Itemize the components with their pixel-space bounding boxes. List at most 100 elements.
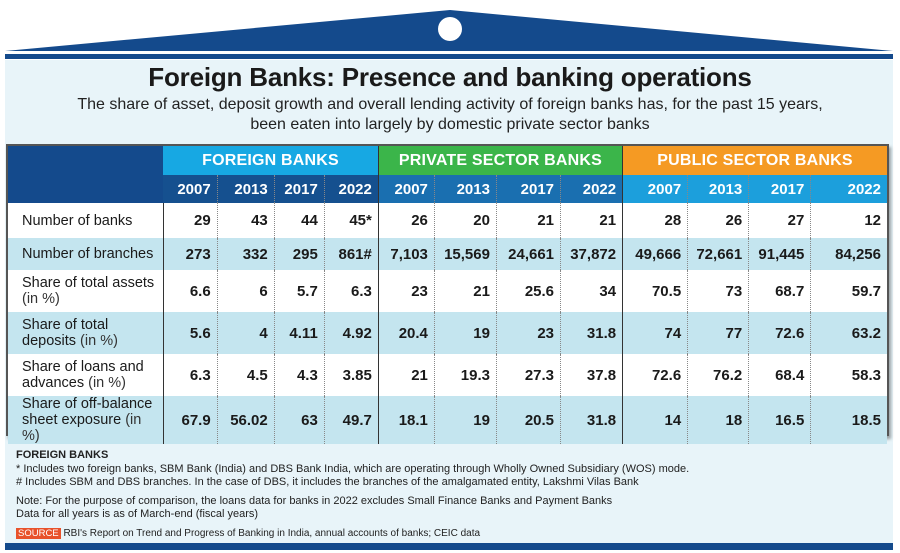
- cell-private-2013: 21: [433, 270, 497, 312]
- cell-foreign-2017: 5.7: [273, 270, 325, 312]
- row-label-line-1: Share of total assets: [22, 275, 155, 291]
- row-label-line-1: Number of banks: [22, 212, 133, 229]
- cell-public-2022: 18.5: [810, 396, 887, 444]
- cell-public-2013: 73: [687, 270, 749, 312]
- cell-private-2013: 15,569: [433, 238, 497, 270]
- cell-foreign-2013: 56.02: [216, 396, 275, 444]
- data-table: FOREIGN BANKS PRIVATE SECTOR BANKS PUBLI…: [6, 144, 889, 444]
- year-header-foreign-2013: 2013: [216, 175, 275, 203]
- cell-foreign-2022: 6.3: [323, 270, 379, 312]
- footnote-heading: FOREIGN BANKS: [16, 449, 109, 461]
- row-label-line-1: Share of off-balance: [22, 396, 153, 412]
- cell-public-2007: 28: [622, 203, 688, 238]
- page-title: Foreign Banks: Presence and banking oper…: [148, 62, 752, 92]
- source-text: RBI's Report on Trend and Progress of Ba…: [63, 527, 481, 539]
- cell-foreign-2022: 49.7: [323, 396, 379, 444]
- year-header-foreign-2017: 2017: [273, 175, 325, 203]
- cell-private-2013: 19: [433, 312, 497, 354]
- cell-public-2007: 74: [622, 312, 688, 354]
- cell-foreign-2017: 4.11: [273, 312, 325, 354]
- table-row-number-of-banks: Number of banks 29 43 44 45* 26 20 21 21 28 26 27 12: [8, 203, 887, 238]
- footnote-star: * Includes two foreign banks, SBM Bank (…: [16, 462, 690, 475]
- row-label-line-1: Share of total: [22, 317, 109, 333]
- cell-public-2022: 84,256: [810, 238, 887, 270]
- cell-private-2007: 21: [377, 354, 435, 396]
- cell-public-2017: 27: [748, 203, 811, 238]
- cell-private-2022: 31.8: [560, 396, 623, 444]
- cell-public-2017: 16.5: [748, 396, 811, 444]
- row-label-line-2: (in %): [22, 291, 60, 307]
- row-label: Number of branches: [8, 238, 164, 270]
- cell-foreign-2007: 273: [162, 238, 218, 270]
- year-header-public-2013: 2013: [687, 175, 749, 203]
- cell-foreign-2013: 43: [216, 203, 275, 238]
- cell-foreign-2013: 6: [216, 270, 275, 312]
- year-header-public-2022: 2022: [810, 175, 887, 203]
- cell-foreign-2022: 3.85: [323, 354, 379, 396]
- row-label: Share of loans and advances (in %): [8, 354, 163, 396]
- subtitle-line-2: been eaten into largely by domestic priv…: [250, 116, 650, 133]
- cell-public-2007: 70.5: [622, 270, 688, 312]
- year-header-private-2007: 2007: [377, 175, 435, 203]
- cell-private-2007: 7,103: [377, 238, 435, 270]
- subtitle-line-1: The share of asset, deposit growth and o…: [77, 96, 823, 113]
- cell-foreign-2007: 29: [162, 203, 218, 238]
- table-row-share-off-balance-sheet: Share of off-balance sheet exposure (in %…: [8, 396, 887, 444]
- cell-foreign-2007: 6.3: [162, 354, 218, 396]
- cell-foreign-2007: 6.6: [162, 270, 218, 312]
- row-label-unit: (in %): [80, 333, 118, 349]
- year-header-public-2007: 2007: [622, 175, 688, 203]
- cell-foreign-2013: 4.5: [216, 354, 275, 396]
- cell-public-2017: 91,445: [748, 238, 811, 270]
- row-label-line-2: advances: [22, 375, 85, 391]
- group-header-foreign: FOREIGN BANKS: [163, 146, 379, 175]
- cell-foreign-2013: 332: [216, 238, 275, 270]
- cell-public-2007: 14: [622, 396, 688, 444]
- row-label: Number of banks: [8, 203, 163, 238]
- cell-foreign-2022: 4.92: [323, 312, 379, 354]
- cell-foreign-2017: 4.3: [273, 354, 325, 396]
- cell-private-2013: 20: [433, 203, 497, 238]
- page-subtitle: The share of asset, deposit growth and o…: [30, 95, 870, 135]
- cell-private-2022: 37,872: [560, 238, 623, 270]
- year-header-public-2017: 2017: [748, 175, 811, 203]
- cell-public-2017: 68.4: [748, 354, 811, 396]
- cell-public-2022: 59.7: [810, 270, 887, 312]
- table-row-share-total-deposits: Share of total deposits (in %) 5.6 4 4.11 4.9…: [8, 312, 887, 354]
- cell-private-2017: 25.6: [495, 270, 561, 312]
- cell-public-2022: 58.3: [810, 354, 887, 396]
- cell-private-2017: 20.5: [495, 396, 561, 444]
- cell-private-2007: 26: [377, 203, 435, 238]
- cell-foreign-2017: 295: [273, 238, 325, 270]
- cell-private-2007: 18.1: [377, 396, 435, 444]
- footnote-hash: # Includes SBM and DBS branches. In the …: [16, 476, 639, 488]
- cell-private-2013: 19: [433, 396, 497, 444]
- row-label-line-2: sheet exposure: [22, 412, 122, 428]
- source-badge: SOURCE: [16, 527, 61, 539]
- cell-public-2017: 72.6: [748, 312, 811, 354]
- roof-eave: [5, 54, 893, 59]
- cell-foreign-2007: 5.6: [162, 312, 218, 354]
- row-label-line-2: deposits: [22, 333, 77, 349]
- cell-public-2013: 26: [687, 203, 749, 238]
- cell-private-2022: 31.8: [560, 312, 623, 354]
- cell-foreign-2017: 63: [273, 396, 325, 444]
- group-header-public: PUBLIC SECTOR BANKS: [622, 146, 887, 175]
- note-loans: Note: For the purpose of comparison, the…: [16, 494, 613, 507]
- bottom-bar: [5, 543, 893, 550]
- cell-private-2007: 23: [377, 270, 435, 312]
- table-row-number-of-branches: Number of branches 273 332 295 861# 7,103 15,5…: [8, 238, 887, 270]
- cell-private-2022: 34: [560, 270, 623, 312]
- cell-private-2017: 27.3: [495, 354, 561, 396]
- row-label-unit: (in %): [88, 375, 126, 391]
- cell-foreign-2017: 44: [273, 203, 325, 238]
- cell-private-2007: 20.4: [377, 312, 435, 354]
- group-header-private: PRIVATE SECTOR BANKS: [377, 146, 623, 175]
- cell-private-2022: 21: [560, 203, 623, 238]
- row-label: Share of total assets (in %): [8, 270, 163, 312]
- source-line: SOURCE RBI's Report on Trend and Progres…: [16, 527, 876, 541]
- cell-public-2022: 63.2: [810, 312, 887, 354]
- cell-private-2017: 23: [495, 312, 561, 354]
- table-row-share-loans-advances: Share of loans and advances (in %) 6.3 4.5 4…: [8, 354, 887, 396]
- cell-private-2022: 37.8: [560, 354, 623, 396]
